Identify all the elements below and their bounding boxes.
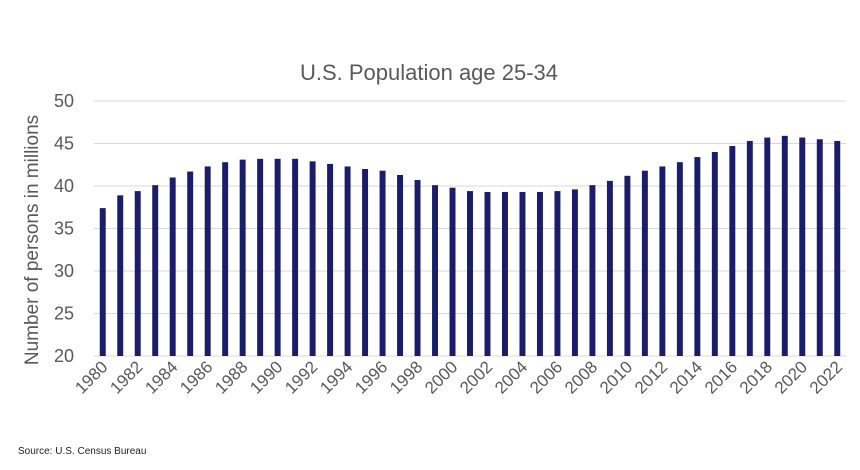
- x-axis-ticks: 1980198219841986198819901992199419961998…: [71, 357, 846, 397]
- bar-2014: [694, 157, 701, 356]
- x-tick-label: 2012: [631, 357, 671, 397]
- x-tick-label: 2006: [526, 357, 566, 397]
- y-tick-label: 40: [54, 176, 74, 196]
- bar-1989: [257, 158, 264, 356]
- y-axis-ticks: 20 25 30 35 40 45 50: [54, 91, 74, 366]
- bar-1987: [222, 162, 229, 356]
- bar-2000: [449, 187, 456, 356]
- bar-2018: [764, 137, 771, 356]
- x-tick-label: 2020: [771, 357, 811, 397]
- x-tick-label: 2010: [596, 357, 636, 397]
- y-tick-label: 35: [54, 219, 74, 239]
- x-tick-label: 2004: [491, 357, 531, 397]
- bar-2011: [641, 170, 648, 356]
- x-tick-label: 1982: [106, 357, 146, 397]
- x-tick-label: 1990: [246, 357, 286, 397]
- x-tick-label: 1988: [211, 357, 251, 397]
- bar-1983: [152, 185, 159, 356]
- bar-1998: [414, 180, 421, 356]
- x-tick-label: 2002: [456, 357, 496, 397]
- bar-2002: [484, 191, 491, 356]
- bar-1991: [292, 158, 299, 356]
- source-note: Source: U.S. Census Bureau: [18, 446, 147, 457]
- x-tick-label: 2016: [701, 357, 741, 397]
- bar-1994: [344, 166, 351, 356]
- bar-1992: [309, 161, 316, 356]
- bar-1988: [239, 159, 246, 356]
- x-tick-label: 1986: [176, 357, 216, 397]
- bar-1985: [187, 171, 194, 356]
- bar-2010: [624, 175, 631, 356]
- x-tick-label: 1996: [351, 357, 391, 397]
- x-tick-label: 1980: [71, 357, 111, 397]
- bar-2009: [606, 180, 613, 356]
- bar-1999: [432, 185, 438, 356]
- bar-2020: [799, 137, 806, 356]
- bar-1993: [327, 163, 334, 356]
- bar-1982: [134, 191, 141, 356]
- bar-2008: [589, 185, 596, 356]
- x-tick-label: 1984: [141, 357, 181, 397]
- bar-2006: [554, 191, 561, 356]
- x-tick-label: 1998: [386, 357, 426, 397]
- x-tick-label: 2008: [561, 357, 601, 397]
- bar-2003: [502, 191, 508, 356]
- x-tick-label: 2000: [421, 357, 461, 397]
- y-tick-label: 25: [54, 304, 74, 324]
- bar-1980: [99, 208, 106, 356]
- y-axis-label: Number of persons in millions: [22, 115, 43, 365]
- x-tick-label: 1992: [281, 357, 321, 397]
- bar-2013: [676, 162, 683, 356]
- bar-1996: [379, 170, 386, 356]
- x-tick-label: 1994: [316, 357, 356, 397]
- bar-1997: [397, 174, 404, 356]
- bar-2012: [659, 166, 666, 356]
- bar-2005: [536, 191, 543, 356]
- y-tick-label: 50: [54, 91, 74, 111]
- bar-2021: [816, 139, 823, 356]
- bar-1990: [274, 158, 281, 356]
- bar-1995: [362, 169, 369, 356]
- bar-2001: [467, 191, 473, 356]
- bar-series: [99, 135, 841, 356]
- chart-title: U.S. Population age 25-34: [300, 60, 558, 85]
- y-tick-label: 30: [54, 261, 74, 281]
- bar-2015: [711, 152, 718, 356]
- bar-2016: [729, 146, 736, 356]
- bar-2022: [834, 140, 841, 356]
- bar-2019: [781, 135, 788, 356]
- bar-1986: [204, 166, 211, 356]
- bar-1981: [117, 195, 124, 356]
- bar-2007: [571, 189, 578, 356]
- bar-1984: [169, 177, 176, 356]
- x-tick-label: 2022: [806, 357, 846, 397]
- y-tick-label: 20: [54, 346, 74, 366]
- y-tick-label: 45: [54, 134, 74, 154]
- bar-2004: [519, 191, 526, 356]
- bar-2017: [746, 140, 753, 356]
- x-tick-label: 2018: [736, 357, 776, 397]
- x-tick-label: 2014: [666, 357, 706, 397]
